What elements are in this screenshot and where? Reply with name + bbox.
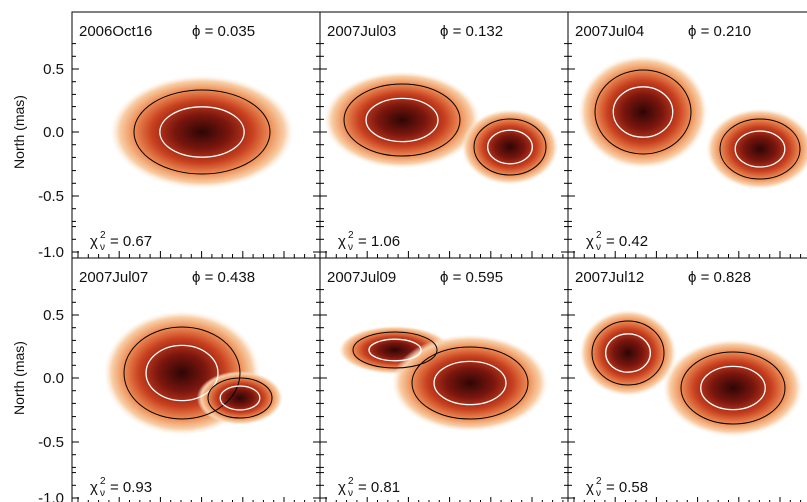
- y-axis-label: North (mas): [11, 341, 27, 415]
- panel: 2007Jul03 ϕ = 0.132 χ 2ν = 1.06: [319, 11, 569, 259]
- image-blob: [578, 55, 708, 169]
- image-blob: [323, 71, 481, 169]
- contour-outer: [343, 83, 461, 157]
- image-blob: [706, 108, 807, 190]
- contour-outer: [133, 89, 271, 175]
- panel: 2007Jul07 ϕ = 0.438 χ 2ν = 0.93: [71, 257, 321, 502]
- panel: 2007Jul09 ϕ = 0.595 χ 2ν = 0.81: [319, 257, 569, 502]
- chi-symbol: χ: [90, 479, 98, 496]
- contour-inner: [365, 97, 439, 143]
- image-blob: [662, 339, 804, 437]
- panel-phase: ϕ = 0.132: [440, 23, 503, 40]
- contour-inner: [700, 365, 766, 411]
- chi-sub: ν: [596, 242, 601, 253]
- panel: 2007Jul04 ϕ = 0.210 χ 2ν = 0.42: [567, 11, 807, 259]
- panel-phase: ϕ = 0.035: [192, 23, 255, 40]
- contour-outer: [123, 326, 241, 420]
- contour-inner: [605, 333, 651, 373]
- panel-phase: ϕ = 0.210: [688, 23, 751, 40]
- chi-sup: 2: [348, 230, 354, 241]
- panel-phase: ϕ = 0.595: [440, 269, 503, 286]
- chi-symbol: χ: [586, 233, 594, 250]
- contour-outer: [719, 118, 801, 180]
- y-axis-label: North (mas): [11, 95, 27, 169]
- panel-date: 2007Jul07: [79, 269, 148, 286]
- chi-value: = 0.93: [110, 479, 152, 496]
- image-blob: [196, 371, 284, 425]
- contour-outer: [473, 118, 547, 176]
- contour-inner: [734, 130, 786, 168]
- y-tick-label: -0.5: [38, 434, 64, 451]
- chi-sup: 2: [596, 230, 602, 241]
- contour-inner: [368, 338, 422, 362]
- panel-phase: ϕ = 0.438: [192, 269, 255, 286]
- y-tick-label: 0.0: [43, 370, 64, 387]
- contour-outer: [207, 377, 273, 419]
- chi-symbol: χ: [338, 479, 346, 496]
- contour-inner: [159, 106, 245, 158]
- contour-inner: [612, 86, 674, 138]
- panel-date: 2007Jul04: [575, 23, 644, 40]
- chi-symbol: χ: [90, 233, 98, 250]
- chi-sup: 2: [348, 476, 354, 487]
- panel: 2007Jul12 ϕ = 0.828 χ 2ν = 0.58: [567, 257, 807, 502]
- contour-inner: [487, 129, 533, 165]
- contour-outer: [594, 69, 692, 155]
- panel-date: 2006Oct16: [79, 23, 152, 40]
- chi-sup: 2: [100, 476, 106, 487]
- chi-value: = 0.67: [110, 233, 152, 250]
- contour-outer: [591, 320, 665, 386]
- y-tick-label: 0.5: [43, 307, 64, 324]
- chi-sub: ν: [596, 488, 601, 499]
- chi-sup: 2: [100, 230, 106, 241]
- y-tick-label: -0.5: [38, 188, 64, 205]
- chi-sub: ν: [348, 242, 353, 253]
- chi-sup: 2: [596, 476, 602, 487]
- chi-sub: ν: [100, 242, 105, 253]
- chi-sub: ν: [100, 488, 105, 499]
- chi-value: = 0.81: [358, 479, 400, 496]
- contour-outer: [352, 331, 438, 369]
- chi-value: = 0.58: [606, 479, 648, 496]
- panel-date: 2007Jul09: [327, 269, 396, 286]
- image-blob: [461, 109, 559, 185]
- contour-outer: [411, 346, 529, 420]
- contour-inner: [219, 385, 261, 411]
- panel-phase: ϕ = 0.828: [688, 269, 751, 286]
- chi-value: = 1.06: [358, 233, 400, 250]
- panel-date: 2007Jul03: [327, 23, 396, 40]
- contour-outer: [680, 351, 786, 425]
- panel: 2006Oct16 ϕ = 0.035 χ 2ν = 0.67: [71, 11, 321, 259]
- y-tick-label: 0.0: [43, 124, 64, 141]
- y-tick-label: -1.0: [38, 490, 64, 502]
- image-blob: [579, 309, 677, 397]
- chi-sub: ν: [348, 488, 353, 499]
- chi-value: = 0.42: [606, 233, 648, 250]
- chi-symbol: χ: [338, 233, 346, 250]
- contour-inner: [145, 344, 219, 402]
- panel-date: 2007Jul12: [575, 269, 644, 286]
- contour-inner: [433, 360, 507, 406]
- image-blob: [391, 334, 549, 432]
- y-tick-label: -1.0: [38, 244, 64, 261]
- image-blob: [110, 75, 294, 189]
- panel-frame: [567, 257, 807, 502]
- y-tick-label: 0.5: [43, 61, 64, 78]
- chi-symbol: χ: [586, 479, 594, 496]
